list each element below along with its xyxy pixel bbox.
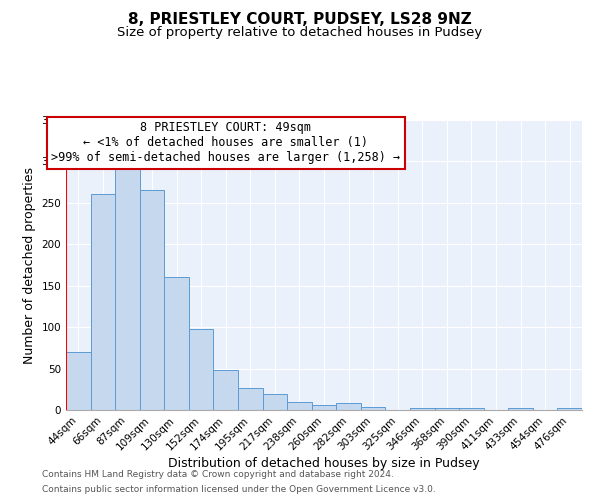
- Bar: [287, 402, 312, 410]
- Bar: [164, 278, 189, 410]
- Bar: [263, 394, 287, 410]
- Bar: [434, 408, 459, 410]
- Text: Contains public sector information licensed under the Open Government Licence v3: Contains public sector information licen…: [42, 485, 436, 494]
- Text: Contains HM Land Registry data © Crown copyright and database right 2024.: Contains HM Land Registry data © Crown c…: [42, 470, 394, 479]
- Text: 8 PRIESTLEY COURT: 49sqm
← <1% of detached houses are smaller (1)
>99% of semi-d: 8 PRIESTLEY COURT: 49sqm ← <1% of detach…: [52, 122, 401, 164]
- Bar: [238, 388, 263, 410]
- Bar: [189, 329, 214, 410]
- Bar: [214, 370, 238, 410]
- Bar: [410, 408, 434, 410]
- Bar: [140, 190, 164, 410]
- X-axis label: Distribution of detached houses by size in Pudsey: Distribution of detached houses by size …: [168, 458, 480, 470]
- Bar: [336, 404, 361, 410]
- Y-axis label: Number of detached properties: Number of detached properties: [23, 166, 36, 364]
- Bar: [115, 167, 140, 410]
- Bar: [312, 405, 336, 410]
- Bar: [508, 408, 533, 410]
- Text: 8, PRIESTLEY COURT, PUDSEY, LS28 9NZ: 8, PRIESTLEY COURT, PUDSEY, LS28 9NZ: [128, 12, 472, 28]
- Bar: [459, 408, 484, 410]
- Text: Size of property relative to detached houses in Pudsey: Size of property relative to detached ho…: [118, 26, 482, 39]
- Bar: [557, 408, 582, 410]
- Bar: [361, 406, 385, 410]
- Bar: [91, 194, 115, 410]
- Bar: [66, 352, 91, 410]
